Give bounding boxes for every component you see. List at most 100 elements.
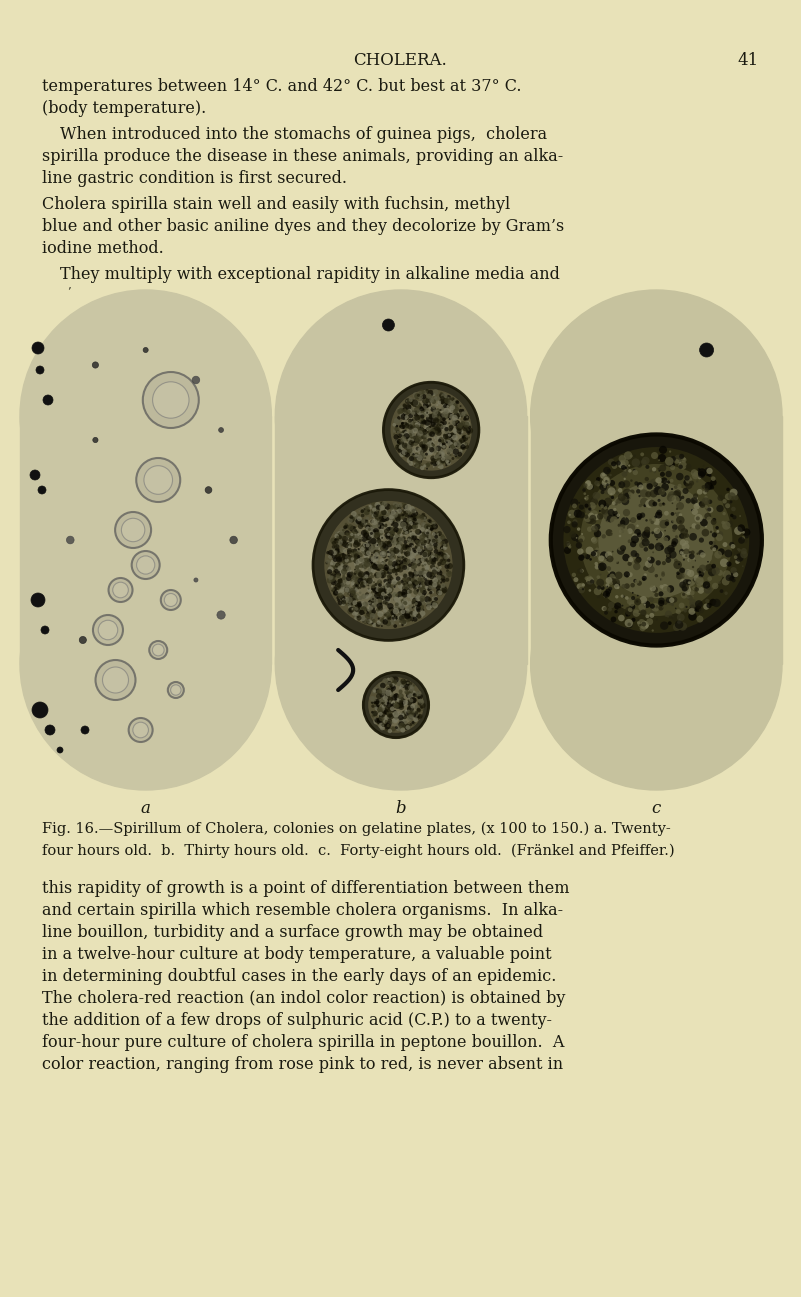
- Circle shape: [389, 569, 392, 572]
- Circle shape: [377, 524, 380, 527]
- Circle shape: [416, 572, 419, 575]
- Circle shape: [359, 615, 365, 621]
- Circle shape: [427, 427, 430, 431]
- Circle shape: [364, 523, 371, 529]
- Circle shape: [640, 621, 649, 629]
- Circle shape: [422, 454, 425, 457]
- Circle shape: [390, 585, 393, 589]
- Circle shape: [411, 563, 417, 568]
- Circle shape: [423, 441, 427, 445]
- Circle shape: [724, 550, 732, 558]
- Circle shape: [607, 573, 613, 580]
- Circle shape: [430, 462, 433, 464]
- Circle shape: [369, 532, 375, 537]
- Circle shape: [392, 686, 395, 689]
- Circle shape: [641, 624, 646, 629]
- Circle shape: [423, 444, 425, 446]
- Circle shape: [646, 519, 648, 521]
- Circle shape: [441, 440, 447, 445]
- Circle shape: [405, 530, 409, 534]
- Circle shape: [416, 433, 420, 437]
- Circle shape: [383, 606, 384, 608]
- Circle shape: [398, 682, 400, 685]
- Circle shape: [385, 619, 388, 621]
- Circle shape: [636, 489, 641, 494]
- Circle shape: [339, 553, 341, 555]
- Circle shape: [388, 611, 391, 612]
- Circle shape: [412, 519, 417, 525]
- Circle shape: [332, 576, 335, 578]
- Circle shape: [402, 555, 406, 559]
- Circle shape: [356, 616, 361, 620]
- Circle shape: [363, 578, 368, 584]
- Circle shape: [376, 505, 381, 510]
- Circle shape: [397, 520, 399, 521]
- Circle shape: [45, 725, 55, 735]
- Circle shape: [441, 554, 447, 559]
- Circle shape: [328, 564, 332, 568]
- Circle shape: [672, 490, 681, 499]
- Circle shape: [578, 568, 583, 575]
- Circle shape: [380, 506, 385, 511]
- Circle shape: [409, 431, 415, 437]
- Circle shape: [597, 576, 600, 578]
- Circle shape: [397, 593, 401, 597]
- Circle shape: [699, 342, 714, 357]
- Circle shape: [374, 573, 376, 576]
- Circle shape: [710, 485, 714, 490]
- Circle shape: [439, 534, 441, 537]
- Circle shape: [424, 597, 430, 603]
- Circle shape: [441, 586, 448, 593]
- Circle shape: [442, 558, 447, 563]
- Circle shape: [399, 690, 403, 694]
- Circle shape: [603, 485, 606, 488]
- Circle shape: [400, 414, 407, 420]
- Circle shape: [450, 442, 457, 449]
- Circle shape: [400, 684, 405, 687]
- Circle shape: [380, 505, 384, 511]
- Circle shape: [358, 524, 363, 529]
- Circle shape: [622, 554, 630, 562]
- Circle shape: [416, 691, 421, 696]
- Circle shape: [442, 589, 447, 594]
- Circle shape: [360, 580, 367, 586]
- Circle shape: [417, 708, 421, 712]
- Ellipse shape: [531, 291, 782, 541]
- Circle shape: [376, 538, 381, 543]
- Circle shape: [425, 398, 432, 403]
- Circle shape: [716, 505, 723, 512]
- Circle shape: [650, 470, 652, 472]
- Circle shape: [382, 510, 388, 515]
- Text: temperatures between 14° C. and 42° C. but best at 37° C.: temperatures between 14° C. and 42° C. b…: [42, 78, 521, 95]
- Circle shape: [694, 471, 700, 477]
- Circle shape: [383, 601, 387, 604]
- Circle shape: [405, 405, 412, 410]
- Circle shape: [384, 590, 389, 595]
- Circle shape: [429, 584, 433, 589]
- Circle shape: [418, 699, 424, 706]
- Circle shape: [421, 450, 423, 453]
- Circle shape: [355, 580, 359, 585]
- Circle shape: [603, 476, 610, 482]
- Circle shape: [441, 547, 445, 550]
- Circle shape: [631, 536, 639, 543]
- Circle shape: [376, 590, 382, 597]
- Circle shape: [444, 555, 449, 559]
- Circle shape: [453, 403, 455, 406]
- Circle shape: [430, 428, 435, 434]
- Circle shape: [687, 569, 694, 577]
- Circle shape: [372, 588, 379, 594]
- Circle shape: [463, 442, 467, 446]
- Circle shape: [403, 507, 409, 514]
- Circle shape: [391, 534, 393, 537]
- Circle shape: [417, 613, 421, 619]
- Circle shape: [667, 545, 674, 553]
- Circle shape: [408, 706, 414, 712]
- Circle shape: [590, 580, 594, 584]
- Circle shape: [376, 588, 380, 591]
- Circle shape: [340, 568, 347, 575]
- Circle shape: [410, 518, 414, 521]
- Circle shape: [397, 409, 404, 415]
- Circle shape: [412, 721, 414, 724]
- Circle shape: [443, 546, 446, 549]
